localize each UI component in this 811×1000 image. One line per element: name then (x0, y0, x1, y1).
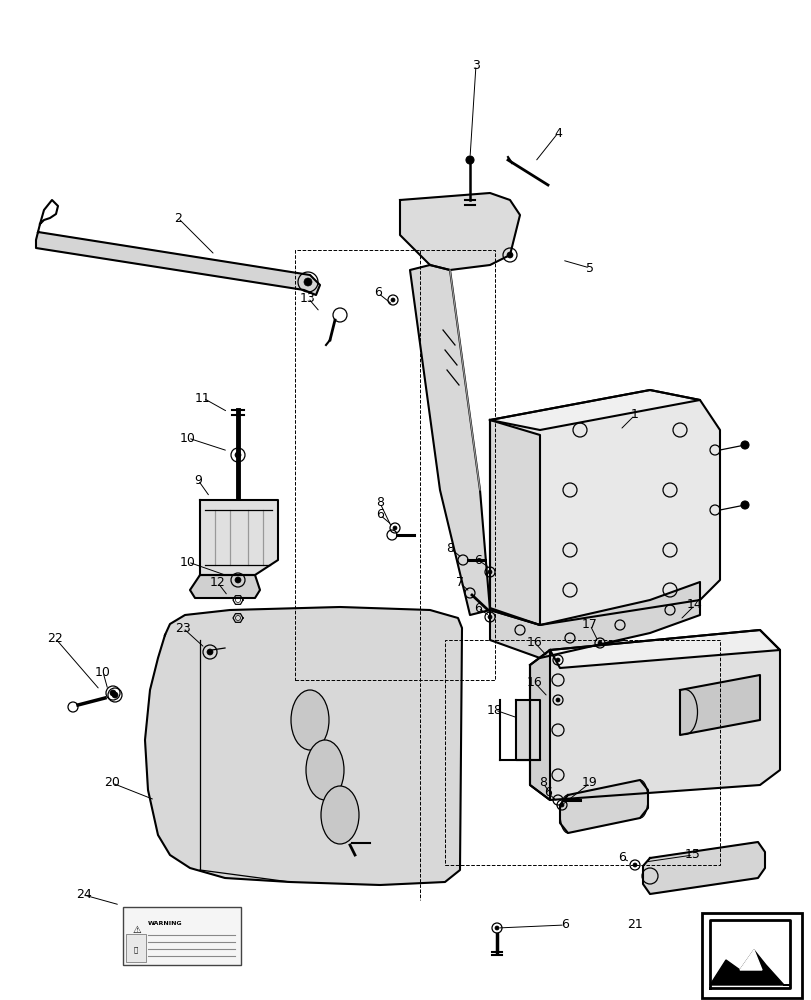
Text: 3: 3 (471, 59, 479, 72)
Text: 7: 7 (456, 576, 463, 589)
Text: 5: 5 (586, 261, 594, 274)
Polygon shape (489, 420, 539, 625)
Circle shape (506, 252, 513, 258)
Circle shape (391, 298, 394, 302)
Polygon shape (709, 950, 789, 985)
Bar (294, 250, 495, 680)
Bar (126, 934, 146, 962)
Text: 4: 4 (553, 127, 561, 140)
Circle shape (393, 526, 397, 530)
Circle shape (109, 690, 116, 696)
Ellipse shape (320, 786, 358, 844)
Polygon shape (549, 630, 779, 668)
Text: 20: 20 (104, 776, 120, 790)
Text: 23: 23 (175, 621, 191, 634)
Polygon shape (739, 950, 761, 970)
Text: 14: 14 (686, 598, 702, 611)
Polygon shape (145, 607, 461, 885)
Text: 21: 21 (626, 918, 642, 931)
Text: 6: 6 (617, 851, 625, 864)
Text: 19: 19 (581, 776, 597, 790)
Text: 6: 6 (560, 918, 569, 931)
Circle shape (466, 156, 474, 164)
Text: 22: 22 (47, 632, 62, 644)
Circle shape (556, 658, 560, 662)
Text: 10: 10 (180, 556, 195, 568)
Polygon shape (200, 500, 277, 575)
Circle shape (234, 452, 241, 458)
Circle shape (303, 278, 311, 286)
Circle shape (556, 698, 560, 702)
Text: 8: 8 (539, 776, 547, 790)
Circle shape (234, 577, 241, 583)
Text: 2: 2 (174, 212, 182, 225)
Polygon shape (489, 390, 699, 430)
Polygon shape (530, 630, 779, 800)
Text: 18: 18 (487, 704, 502, 716)
Text: 13: 13 (300, 292, 315, 304)
Circle shape (112, 692, 118, 698)
Bar (702, 913, 801, 998)
Bar (122, 907, 241, 965)
Text: 9: 9 (194, 474, 202, 487)
Circle shape (633, 863, 636, 867)
Text: 1: 1 (630, 408, 638, 422)
Circle shape (740, 441, 748, 449)
Text: 10: 10 (180, 432, 195, 444)
Circle shape (740, 501, 748, 509)
Circle shape (597, 641, 601, 645)
Circle shape (487, 570, 491, 574)
Polygon shape (410, 265, 489, 615)
Polygon shape (679, 675, 759, 735)
Text: ⚠: ⚠ (133, 925, 142, 935)
Text: 6: 6 (474, 601, 482, 614)
Polygon shape (36, 232, 320, 295)
Text: 24: 24 (76, 888, 92, 902)
Text: 15: 15 (684, 848, 700, 861)
Polygon shape (400, 193, 519, 270)
Text: 6: 6 (374, 286, 381, 300)
Text: 8: 8 (445, 542, 453, 554)
Bar (444, 640, 719, 865)
Text: 12: 12 (210, 576, 225, 589)
Circle shape (495, 926, 499, 930)
Text: 10: 10 (95, 666, 111, 678)
Polygon shape (190, 575, 260, 598)
Polygon shape (560, 780, 647, 833)
Circle shape (560, 803, 564, 807)
Text: 8: 8 (375, 496, 384, 510)
Text: 17: 17 (581, 618, 597, 632)
Circle shape (207, 649, 212, 655)
Polygon shape (489, 390, 719, 625)
Polygon shape (515, 700, 539, 760)
Text: 16: 16 (526, 676, 543, 690)
Polygon shape (489, 582, 699, 658)
Polygon shape (530, 650, 549, 800)
Text: 🔧: 🔧 (134, 947, 138, 953)
Text: 11: 11 (195, 391, 211, 404)
Text: WARNING: WARNING (148, 921, 182, 926)
Polygon shape (642, 842, 764, 894)
Text: 6: 6 (543, 786, 551, 799)
Circle shape (487, 615, 491, 619)
Text: 16: 16 (526, 636, 543, 650)
Text: 6: 6 (375, 508, 384, 522)
Ellipse shape (306, 740, 344, 800)
Text: 6: 6 (474, 554, 482, 566)
Ellipse shape (290, 690, 328, 750)
